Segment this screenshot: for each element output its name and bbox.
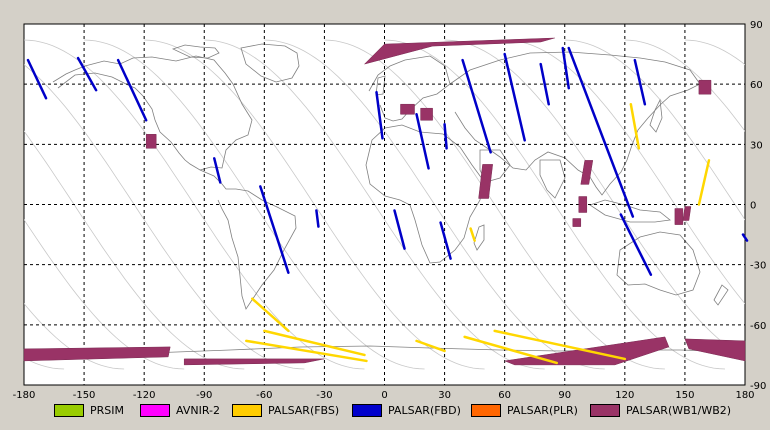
x-tick-label: 0 <box>381 390 387 400</box>
x-tick-label: -150 <box>73 390 96 400</box>
fbd-strip <box>619 213 653 276</box>
legend-item-palsar-fbs: PALSAR(FBS) <box>232 402 339 418</box>
legend-label-palsar-fbd: PALSAR(FBD) <box>388 403 461 417</box>
fbd-strip <box>213 157 222 184</box>
legend: PRSIM AVNIR-2 PALSAR(FBS) PALSAR(FBD) PA… <box>0 402 770 422</box>
legend-swatch-prsim <box>54 403 84 417</box>
fbs-strip <box>245 339 368 363</box>
x-axis-ticks: -180 -150 -120 -90 -60 -30 0 30 60 90 120 150 180 <box>13 390 755 400</box>
wb-swath <box>580 160 594 185</box>
legend-swatch-palsar-fbd <box>352 403 382 417</box>
x-tick-label: -120 <box>133 390 156 400</box>
wb-swath <box>363 37 555 65</box>
legend-swatch-palsar-wb <box>590 403 620 417</box>
wb-swath <box>478 164 493 199</box>
y-tick-label: 90 <box>750 20 763 31</box>
fbd-strip <box>439 221 452 260</box>
legend-swatch-palsar-fbs <box>232 403 262 417</box>
map-grid <box>24 24 745 385</box>
wb-swath <box>674 208 684 225</box>
orbit-track <box>24 302 125 370</box>
fbd-strip <box>116 58 148 122</box>
fbs-strip <box>629 102 641 150</box>
legend-label-avnir2: AVNIR-2 <box>176 403 220 417</box>
x-tick-label: 30 <box>438 390 451 400</box>
palsar-fbs-coverage <box>245 102 711 365</box>
legend-label-palsar-wb: PALSAR(WB1/WB2) <box>626 403 732 417</box>
wb-swath <box>145 134 157 149</box>
wb-swath <box>578 196 588 213</box>
wb-swath <box>400 103 415 115</box>
fbd-strip <box>561 46 571 90</box>
x-tick-label: -30 <box>316 390 332 400</box>
y-tick-label: -60 <box>750 321 766 332</box>
wb-swath <box>698 79 712 95</box>
wb-swath <box>420 107 433 121</box>
legend-item-palsar-plr: PALSAR(PLR) <box>471 402 578 418</box>
x-tick-label: 90 <box>558 390 571 400</box>
y-tick-label: 30 <box>750 140 763 151</box>
fbd-strip <box>26 58 48 100</box>
wb-swath <box>23 346 171 362</box>
x-tick-label: 60 <box>498 390 511 400</box>
y-axis-ticks: 90 60 30 0 -30 -60 -90 <box>750 20 766 392</box>
fbd-strip <box>259 185 290 274</box>
wb-swath <box>682 206 692 221</box>
wb-swath <box>684 338 746 362</box>
fbd-strip <box>503 52 526 142</box>
y-tick-label: 60 <box>750 80 763 91</box>
x-tick-label: -180 <box>13 390 36 400</box>
y-tick-label: -30 <box>750 261 766 272</box>
x-tick-label: 120 <box>615 390 634 400</box>
orbit-track <box>684 39 745 66</box>
x-tick-label: 150 <box>675 390 694 400</box>
fbd-strip <box>443 123 448 150</box>
fbs-strip <box>415 339 446 353</box>
wb-swath <box>183 358 325 366</box>
wb-swath <box>572 218 582 227</box>
fbs-strip <box>697 159 711 206</box>
x-tick-label: -90 <box>196 390 212 400</box>
fbd-strip <box>633 58 647 106</box>
legend-swatch-palsar-plr <box>471 403 501 417</box>
y-tick-label: -90 <box>750 381 766 392</box>
orbit-track <box>624 39 745 132</box>
fbs-strip <box>469 227 476 242</box>
fbd-strip <box>375 90 384 140</box>
fbs-strip <box>463 335 558 365</box>
fbd-strip <box>741 233 749 242</box>
y-tick-label: 0 <box>750 201 756 212</box>
legend-label-prsim: PRSIM <box>90 403 124 417</box>
legend-item-prsim: PRSIM <box>54 402 124 418</box>
legend-label-palsar-fbs: PALSAR(FBS) <box>268 403 340 417</box>
legend-item-palsar-wb: PALSAR(WB1/WB2) <box>590 402 731 418</box>
fbs-strip <box>493 329 627 361</box>
fbd-strip <box>415 113 430 170</box>
legend-label-palsar-plr: PALSAR(PLR) <box>507 403 578 417</box>
coverage-map: -180 -150 -120 -90 -60 -30 0 30 60 90 120 150 180 90… <box>0 20 767 400</box>
fbd-strip <box>76 56 98 92</box>
x-tick-label: -60 <box>256 390 272 400</box>
fbd-strip <box>567 46 635 218</box>
legend-item-avnir2: AVNIR-2 <box>140 402 220 418</box>
orbit-track <box>0 40 4 369</box>
fbd-strip <box>461 58 492 154</box>
x-tick-label: 180 <box>735 390 754 400</box>
fbd-strip <box>539 62 550 106</box>
fbd-strip <box>315 209 320 228</box>
fbs-strip <box>251 297 290 333</box>
orbit-track <box>24 218 185 370</box>
legend-item-palsar-fbd: PALSAR(FBD) <box>352 402 461 418</box>
legend-swatch-avnir2 <box>140 403 170 417</box>
fbd-strip <box>393 209 406 250</box>
fbs-strip <box>263 329 366 357</box>
palsar-fbd-coverage <box>26 46 749 276</box>
